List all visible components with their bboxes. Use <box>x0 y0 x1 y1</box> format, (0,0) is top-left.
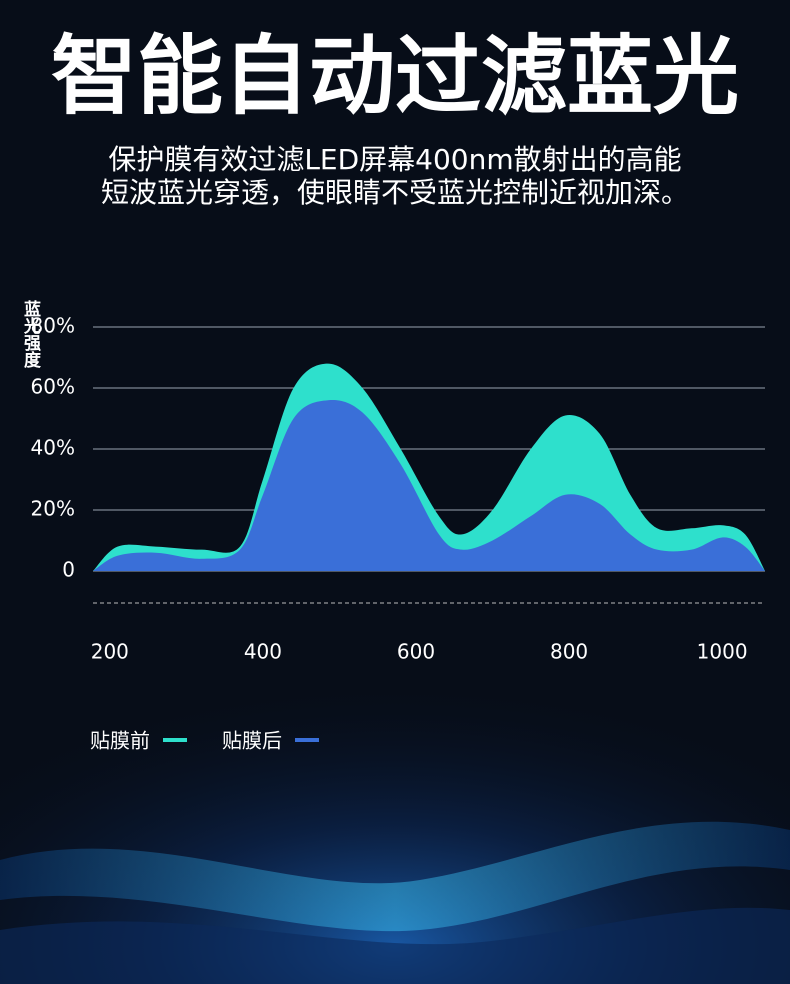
y-tick-label: 40% <box>31 436 75 460</box>
subtitle: 保护膜有效过滤LED屏幕400nm散射出的高能 <box>108 143 681 176</box>
x-tick-label: 600 <box>397 640 435 664</box>
y-axis-label: 蓝光强度 <box>20 300 42 369</box>
legend-label: 贴膜后 <box>222 729 282 753</box>
subtitle: 短波蓝光穿透，使眼睛不受蓝光控制近视加深。 <box>101 176 689 209</box>
x-tick-label: 200 <box>91 640 129 664</box>
y-tick-label: 80% <box>31 314 75 338</box>
legend-label: 贴膜前 <box>90 729 150 753</box>
y-tick-label: 60% <box>31 375 75 399</box>
y-tick-label: 20% <box>31 497 75 521</box>
decor-wave <box>0 907 790 984</box>
decor-wave <box>0 821 790 932</box>
title: 智能自动过滤蓝光 <box>51 26 739 126</box>
x-tick-label: 400 <box>244 640 282 664</box>
area <box>93 399 765 571</box>
x-tick-label: 1000 <box>697 640 748 664</box>
x-tick-label: 800 <box>550 640 588 664</box>
y-tick-label: 0 <box>62 558 75 582</box>
